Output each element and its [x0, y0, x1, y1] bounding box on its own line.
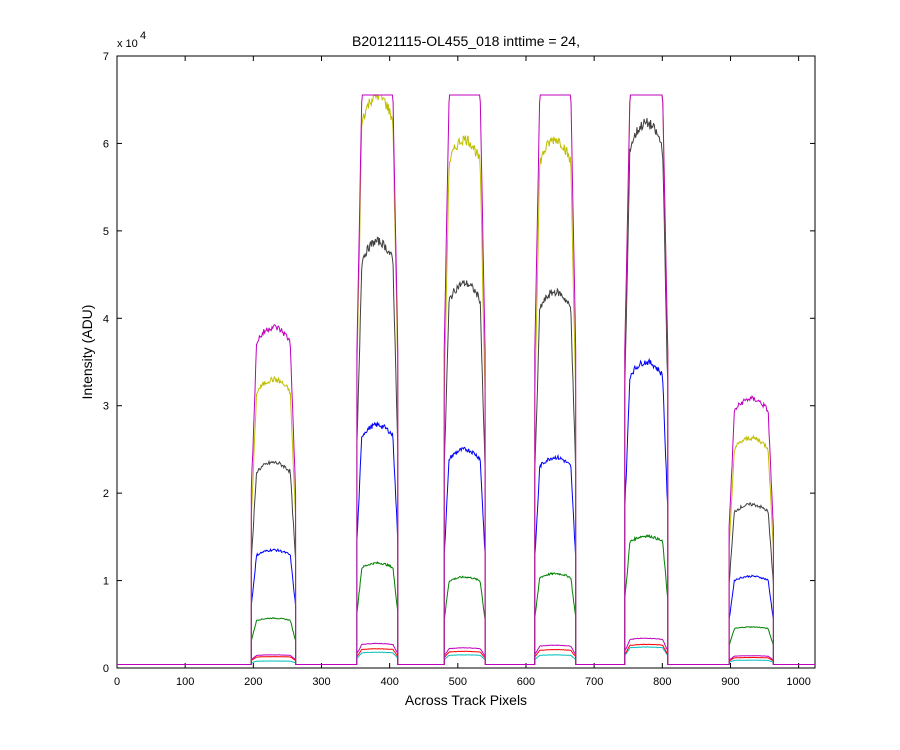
y-tick-label: 1	[103, 576, 109, 588]
ticks: 0 100 200 300 400 500 600 700 800 900 1000 0 1 2 3 4 5 6 7	[103, 51, 815, 688]
y-tick-label: 2	[103, 488, 109, 500]
x-tick-label: 0	[114, 676, 120, 688]
x-tick-label: 800	[653, 676, 671, 688]
x-tick-label: 600	[517, 676, 535, 688]
y-exponent-label: x 10	[117, 38, 138, 50]
x-tick-label: 700	[585, 676, 603, 688]
x-tick-label: 400	[380, 676, 398, 688]
chart-title: B20121115-OL455_018 inttime = 24,	[352, 33, 580, 49]
x-tick-label: 500	[449, 676, 467, 688]
x-axis-label: Across Track Pixels	[405, 692, 527, 708]
y-tick-label: 5	[103, 226, 109, 238]
x-tick-label: 200	[244, 676, 262, 688]
series-line	[117, 94, 815, 665]
y-tick-label: 0	[103, 663, 109, 675]
x-tick-label: 1000	[786, 676, 810, 688]
y-exponent-power: 4	[140, 30, 146, 42]
y-axis-label: Intensity (ADU)	[79, 305, 95, 400]
y-tick-label: 7	[103, 51, 109, 63]
y-tick-label: 3	[103, 401, 109, 413]
plot-area	[116, 55, 816, 669]
x-tick-label: 900	[721, 676, 739, 688]
series-layer	[117, 94, 815, 665]
y-tick-label: 6	[103, 138, 109, 150]
y-tick-label: 4	[103, 313, 109, 325]
x-tick-label: 300	[312, 676, 330, 688]
x-tick-label: 100	[176, 676, 194, 688]
